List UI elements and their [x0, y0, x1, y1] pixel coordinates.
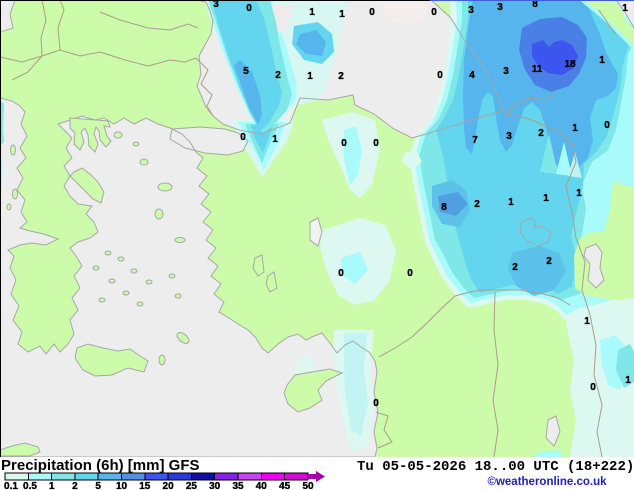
svg-text:2: 2	[72, 481, 78, 490]
svg-text:Tu 05-05-2026 18..00 UTC (18+2: Tu 05-05-2026 18..00 UTC (18+222)	[357, 459, 634, 475]
svg-text:1: 1	[625, 375, 631, 386]
svg-text:0: 0	[590, 382, 596, 393]
svg-text:50: 50	[302, 481, 314, 490]
svg-text:1: 1	[622, 3, 628, 14]
svg-text:1: 1	[49, 481, 55, 490]
svg-text:0: 0	[246, 3, 252, 14]
svg-text:0: 0	[437, 70, 443, 81]
svg-text:30: 30	[209, 481, 221, 490]
svg-text:0: 0	[407, 268, 413, 279]
svg-text:0: 0	[373, 138, 379, 149]
svg-text:Precipitation (6h) [mm] GFS: Precipitation (6h) [mm] GFS	[1, 457, 200, 474]
svg-text:7: 7	[472, 135, 478, 146]
svg-text:5: 5	[95, 481, 101, 490]
svg-text:0: 0	[240, 132, 246, 143]
svg-text:1: 1	[339, 9, 345, 20]
svg-text:1: 1	[307, 71, 313, 82]
svg-text:1: 1	[576, 188, 582, 199]
svg-text:10: 10	[116, 481, 128, 490]
svg-text:3: 3	[497, 2, 503, 13]
svg-text:2: 2	[338, 71, 344, 82]
svg-text:11: 11	[532, 64, 543, 75]
svg-text:35: 35	[232, 481, 244, 490]
svg-text:1: 1	[543, 193, 549, 204]
svg-text:1: 1	[309, 7, 315, 18]
svg-text:40: 40	[256, 481, 268, 490]
svg-text:1: 1	[584, 316, 590, 327]
svg-text:0: 0	[373, 398, 379, 409]
svg-text:©weatheronline.co.uk: ©weatheronline.co.uk	[487, 476, 607, 488]
svg-text:0: 0	[369, 7, 375, 18]
svg-text:4: 4	[469, 70, 475, 81]
svg-text:2: 2	[512, 262, 518, 273]
svg-text:0.1: 0.1	[4, 481, 18, 490]
svg-text:3: 3	[468, 5, 474, 16]
svg-text:2: 2	[546, 256, 552, 267]
svg-text:0.5: 0.5	[23, 481, 37, 490]
svg-text:0: 0	[431, 7, 437, 18]
svg-text:25: 25	[186, 481, 198, 490]
svg-text:1: 1	[272, 134, 278, 145]
svg-text:18: 18	[564, 59, 576, 70]
svg-text:8: 8	[532, 0, 538, 10]
svg-text:1: 1	[572, 123, 578, 134]
svg-text:8: 8	[441, 202, 447, 213]
svg-text:5: 5	[243, 66, 249, 77]
svg-text:2: 2	[474, 199, 480, 210]
svg-text:15: 15	[139, 481, 151, 490]
svg-text:0: 0	[604, 120, 610, 131]
svg-text:3: 3	[503, 66, 509, 77]
svg-text:45: 45	[279, 481, 291, 490]
svg-text:3: 3	[213, 0, 219, 10]
svg-text:0: 0	[341, 138, 347, 149]
svg-text:2: 2	[275, 70, 281, 81]
svg-text:1: 1	[599, 55, 605, 66]
svg-text:20: 20	[163, 481, 175, 490]
svg-text:1: 1	[508, 197, 514, 208]
svg-text:2: 2	[538, 128, 544, 139]
svg-text:3: 3	[506, 131, 512, 142]
svg-text:0: 0	[338, 268, 344, 279]
